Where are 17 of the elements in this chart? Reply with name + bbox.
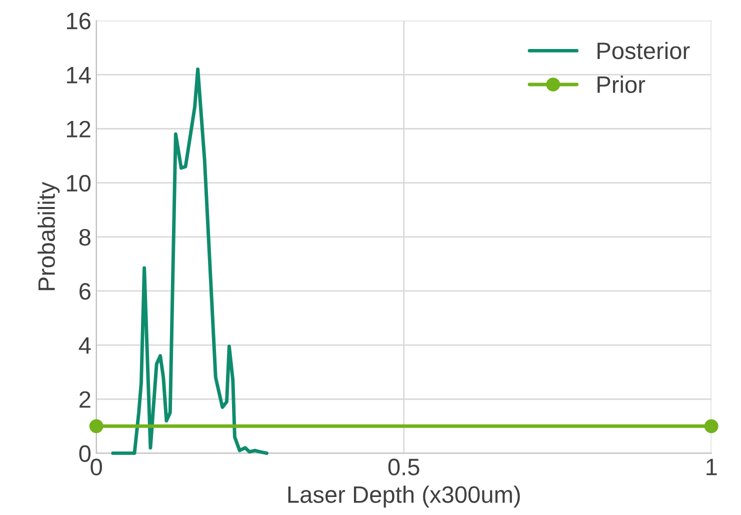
y-tick-label: 0 xyxy=(79,445,91,462)
y-tick-label: 10 xyxy=(67,174,91,192)
y-axis-title: Probability xyxy=(38,182,60,290)
line-series xyxy=(111,68,268,455)
legend-label: Posterior xyxy=(598,42,690,60)
x-tick-label: 0.5 xyxy=(388,458,420,476)
y-tick-label: 12 xyxy=(67,120,90,138)
y-tick-label: 8 xyxy=(79,228,90,246)
x-tick-label: 1 xyxy=(706,458,717,476)
y-tick-label: 14 xyxy=(67,66,91,84)
y-tick-label: 4 xyxy=(78,337,91,354)
y-tick-label: 6 xyxy=(80,283,90,300)
x-axis-title: Laser Depth (x300um) xyxy=(288,486,520,508)
y-tick-label: 2 xyxy=(80,391,90,408)
x-tick-label: 0 xyxy=(90,458,102,476)
legend-label: Prior xyxy=(598,76,646,94)
y-tick-label: 16 xyxy=(67,12,90,30)
